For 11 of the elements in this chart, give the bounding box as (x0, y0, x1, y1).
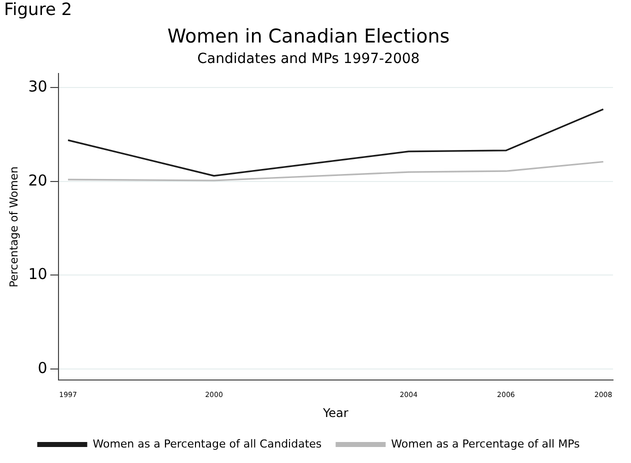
y-tick-label: 0 (38, 358, 48, 377)
chart-subtitle: Candidates and MPs 1997-2008 (197, 50, 420, 67)
y-tick-label: 10 (28, 265, 48, 284)
chart-title: Women in Canadian Elections (167, 25, 450, 48)
caption: Figure 2 (4, 0, 72, 20)
legend-label: Women as a Percentage of all Candidates (92, 437, 322, 450)
legend-label: Women as a Percentage of all MPs (391, 437, 580, 450)
x-axis-title: Year (322, 406, 348, 420)
y-tick-label: 30 (28, 78, 48, 96)
y-axis-title: Percentage of Women (7, 166, 20, 288)
y-tick-label: 20 (28, 171, 48, 190)
